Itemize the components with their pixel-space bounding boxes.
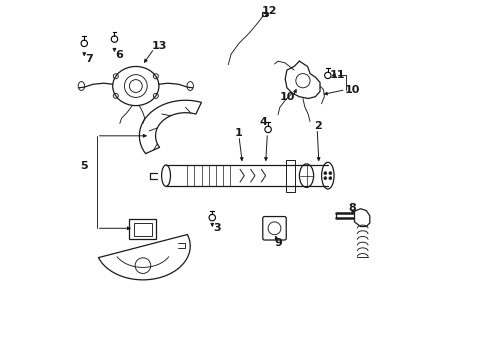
Circle shape [328,172,331,175]
Bar [285,160,295,192]
Text: 7: 7 [85,54,92,64]
Bar [262,12,266,16]
Text: 10: 10 [344,85,359,95]
Text: 6: 6 [115,50,123,60]
Circle shape [328,177,331,180]
Text: 12: 12 [261,6,276,16]
Bar [129,220,156,239]
Text: 1: 1 [235,128,242,138]
Text: 11: 11 [330,70,345,80]
Text: 8: 8 [348,203,356,213]
Text: 9: 9 [273,237,281,247]
Circle shape [323,177,326,180]
Text: 3: 3 [213,223,221,233]
Text: 2: 2 [313,121,321,131]
Text: 13: 13 [151,40,166,50]
Text: 4: 4 [259,117,267,127]
Circle shape [323,172,326,175]
Text: 5: 5 [80,161,88,171]
Bar [134,223,151,236]
Text: 10: 10 [279,92,294,102]
